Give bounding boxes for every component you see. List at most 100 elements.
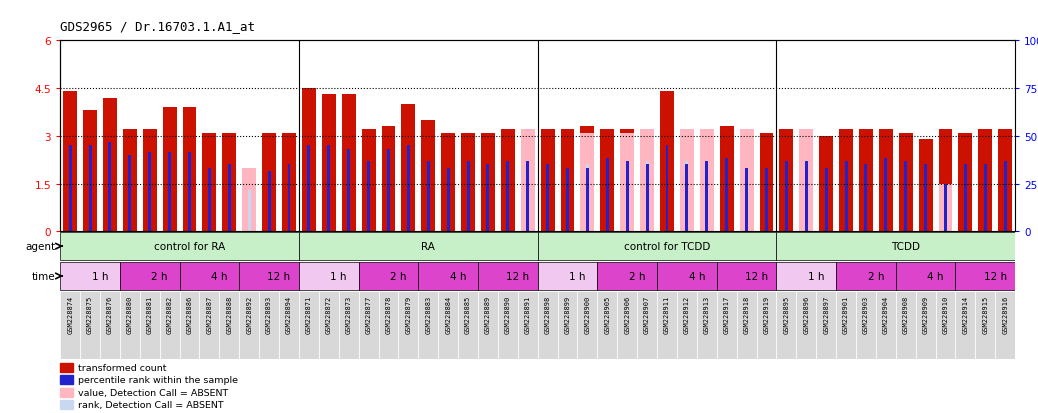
Bar xyxy=(299,232,538,261)
Bar xyxy=(700,130,714,232)
Bar xyxy=(507,162,510,232)
Bar xyxy=(896,262,955,291)
Text: control for RA: control for RA xyxy=(154,242,225,252)
Text: GSM228907: GSM228907 xyxy=(645,294,650,333)
Text: GSM228876: GSM228876 xyxy=(107,294,113,333)
Bar xyxy=(685,162,688,232)
Bar xyxy=(180,291,199,359)
Bar xyxy=(700,133,714,232)
Text: GSM228893: GSM228893 xyxy=(266,294,272,333)
Bar xyxy=(498,291,518,359)
Text: 2 h: 2 h xyxy=(390,271,407,281)
Bar xyxy=(600,130,614,232)
Bar xyxy=(260,291,279,359)
Bar xyxy=(168,152,171,232)
Bar xyxy=(879,130,893,232)
Text: GSM228905: GSM228905 xyxy=(604,294,610,333)
Text: GSM228874: GSM228874 xyxy=(67,294,73,333)
Text: GSM228916: GSM228916 xyxy=(1003,294,1008,333)
Bar xyxy=(705,162,708,232)
Bar xyxy=(288,165,291,232)
Bar xyxy=(580,133,595,232)
Bar xyxy=(597,262,657,291)
Bar xyxy=(268,171,271,232)
Text: GSM228909: GSM228909 xyxy=(923,294,929,333)
Bar xyxy=(302,89,316,232)
Bar xyxy=(347,149,350,232)
Bar xyxy=(745,168,748,232)
Bar xyxy=(199,291,219,359)
Text: agent: agent xyxy=(25,242,55,252)
Bar xyxy=(716,291,737,359)
Text: 1 h: 1 h xyxy=(91,271,108,281)
Text: GSM228911: GSM228911 xyxy=(664,294,670,333)
Bar xyxy=(896,291,916,359)
Text: 1 h: 1 h xyxy=(569,271,585,281)
Text: TCDD: TCDD xyxy=(892,242,921,252)
Bar xyxy=(208,168,211,232)
Bar xyxy=(995,291,1015,359)
Text: 4 h: 4 h xyxy=(927,271,944,281)
Text: GDS2965 / Dr.16703.1.A1_at: GDS2965 / Dr.16703.1.A1_at xyxy=(60,20,255,33)
Text: GSM228910: GSM228910 xyxy=(943,294,949,333)
Bar xyxy=(776,291,796,359)
Bar xyxy=(518,291,538,359)
Bar xyxy=(944,184,947,232)
Bar xyxy=(640,130,654,232)
Bar xyxy=(836,291,856,359)
Text: GSM228875: GSM228875 xyxy=(87,294,93,333)
Bar xyxy=(546,165,549,232)
Text: GSM228918: GSM228918 xyxy=(743,294,749,333)
Bar xyxy=(924,165,927,232)
Text: 12 h: 12 h xyxy=(745,271,768,281)
Bar xyxy=(359,262,418,291)
Bar xyxy=(342,95,356,232)
Bar xyxy=(700,130,714,232)
Bar xyxy=(69,146,72,232)
Bar xyxy=(521,130,535,232)
Bar xyxy=(407,146,410,232)
Bar xyxy=(577,291,597,359)
Bar xyxy=(160,291,180,359)
Bar xyxy=(557,291,577,359)
Bar xyxy=(418,291,438,359)
Bar xyxy=(129,156,132,232)
Bar xyxy=(387,149,390,232)
Bar xyxy=(606,159,609,232)
Bar xyxy=(239,262,299,291)
Text: value, Detection Call = ABSENT: value, Detection Call = ABSENT xyxy=(78,388,228,397)
Bar xyxy=(88,146,91,232)
Text: 2 h: 2 h xyxy=(152,271,168,281)
Bar xyxy=(621,133,634,232)
Bar xyxy=(726,159,729,232)
Bar xyxy=(538,291,557,359)
Bar xyxy=(640,130,654,232)
Bar xyxy=(740,130,754,232)
Bar xyxy=(541,130,554,232)
Bar xyxy=(680,130,693,232)
Bar xyxy=(845,162,848,232)
Text: GSM228885: GSM228885 xyxy=(465,294,471,333)
Bar xyxy=(657,262,716,291)
Bar xyxy=(680,130,693,232)
Bar xyxy=(103,98,117,232)
Bar xyxy=(307,146,310,232)
Text: GSM228871: GSM228871 xyxy=(306,294,311,333)
Bar xyxy=(958,133,973,232)
Bar xyxy=(745,168,748,232)
Text: GSM228881: GSM228881 xyxy=(146,294,153,333)
Bar xyxy=(626,165,629,232)
Bar xyxy=(899,133,912,232)
Bar xyxy=(938,184,953,232)
Text: 4 h: 4 h xyxy=(449,271,466,281)
Bar xyxy=(665,146,668,232)
Bar xyxy=(799,130,813,232)
Bar xyxy=(804,162,808,232)
Bar xyxy=(856,291,876,359)
Text: GSM228914: GSM228914 xyxy=(962,294,968,333)
Bar xyxy=(618,291,637,359)
Bar xyxy=(685,165,688,232)
Text: 4 h: 4 h xyxy=(688,271,705,281)
Bar xyxy=(757,291,776,359)
Text: GSM228888: GSM228888 xyxy=(226,294,233,333)
